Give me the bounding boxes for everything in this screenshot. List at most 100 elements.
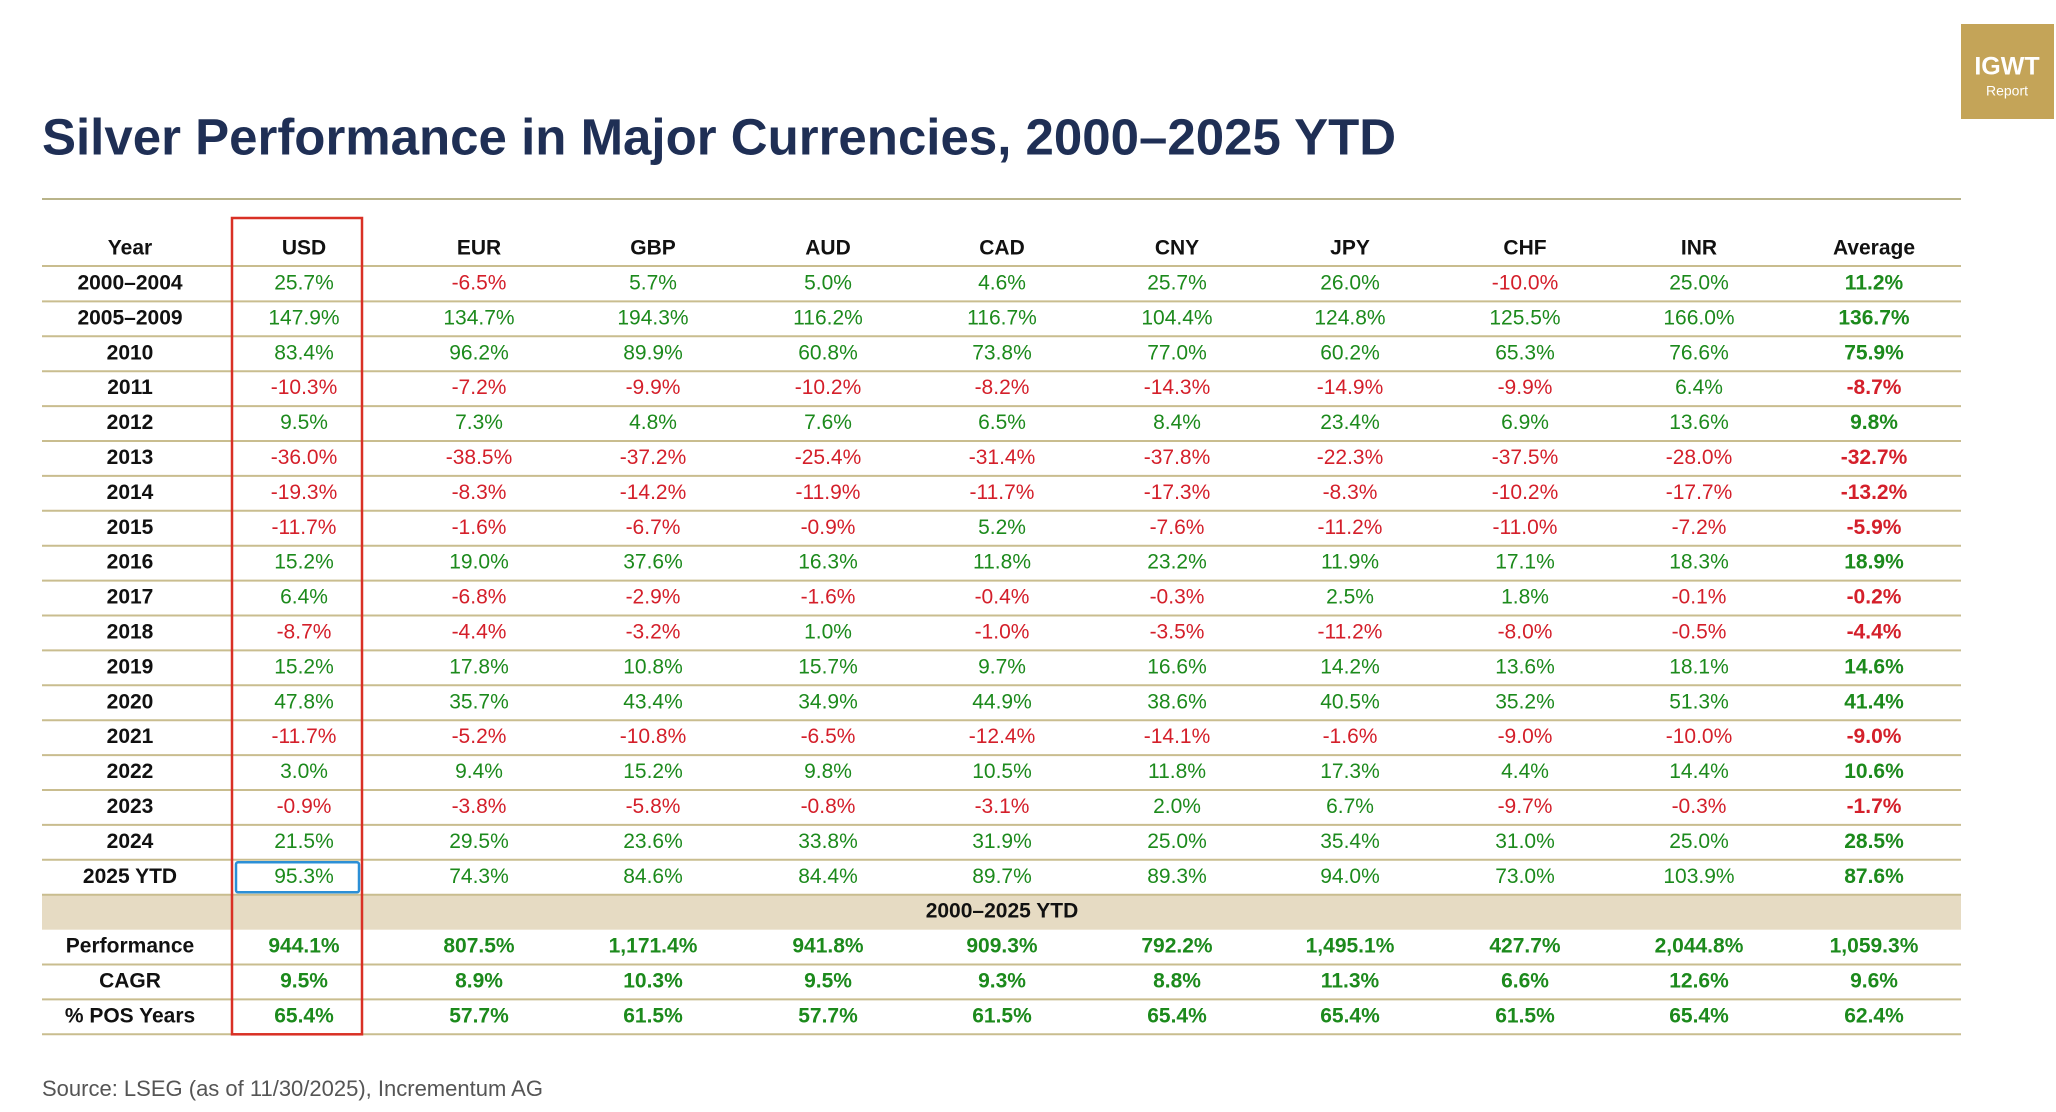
cell-value: 37.6% xyxy=(623,551,683,574)
cell-value: 9.7% xyxy=(978,655,1026,678)
cell-value: -5.8% xyxy=(626,795,681,818)
cell-value: -37.2% xyxy=(620,446,687,469)
cell-value: 84.6% xyxy=(623,865,683,888)
cell-value: 125.5% xyxy=(1489,306,1560,329)
cell-value: 11.8% xyxy=(973,551,1031,574)
cell-value: 9.8% xyxy=(804,760,852,783)
cell-value: -1.6% xyxy=(1323,725,1378,748)
cell-value: 89.9% xyxy=(623,341,683,364)
cell-value: -6.8% xyxy=(452,586,507,609)
column-header: CAD xyxy=(979,237,1025,260)
cell-value: -9.9% xyxy=(1498,376,1553,399)
cell-value: 19.0% xyxy=(449,551,509,574)
row-label: 2011 xyxy=(107,376,153,399)
cell-value: 18.1% xyxy=(1669,655,1729,678)
cell-value: 14.6% xyxy=(1844,655,1904,678)
cell-value: 35.2% xyxy=(1495,690,1555,713)
cell-value: -9.7% xyxy=(1498,795,1553,818)
cell-value: -11.7% xyxy=(970,481,1035,504)
cell-value: -17.3% xyxy=(1144,481,1211,504)
cell-value: 4.8% xyxy=(629,411,677,434)
cell-value: 87.6% xyxy=(1844,865,1904,888)
cell-value: 14.4% xyxy=(1669,760,1729,783)
cell-value: 25.0% xyxy=(1669,830,1729,853)
cell-value: 134.7% xyxy=(443,306,514,329)
cell-value: -0.3% xyxy=(1672,795,1727,818)
cell-value: 73.8% xyxy=(972,341,1032,364)
cell-value: 427.7% xyxy=(1489,935,1561,958)
cell-value: -22.3% xyxy=(1317,446,1384,469)
cell-value: 65.3% xyxy=(1495,341,1555,364)
cell-value: 76.6% xyxy=(1669,341,1729,364)
title: Silver Performance in Major Currencies, … xyxy=(42,108,1396,165)
cell-value: 57.7% xyxy=(798,1004,858,1027)
cell-value: -10.2% xyxy=(1492,481,1559,504)
cell-value: 62.4% xyxy=(1844,1004,1904,1027)
row-label: % POS Years xyxy=(65,1004,195,1027)
cell-value: -5.2% xyxy=(452,725,507,748)
cell-value: 65.4% xyxy=(1669,1004,1729,1027)
cell-value: 26.0% xyxy=(1320,272,1380,295)
cell-value: -4.4% xyxy=(1847,621,1902,644)
column-header: Average xyxy=(1833,237,1915,260)
cell-value: 9.4% xyxy=(455,760,503,783)
cell-value: 44.9% xyxy=(972,690,1032,713)
cell-value: 31.0% xyxy=(1495,830,1555,853)
cell-value: -0.9% xyxy=(277,795,332,818)
cell-value: 10.5% xyxy=(972,760,1032,783)
cell-value: -1.6% xyxy=(452,516,507,539)
cell-value: 1,495.1% xyxy=(1306,935,1395,958)
cell-value: -8.3% xyxy=(452,481,507,504)
cell-value: 9.5% xyxy=(804,970,852,993)
cell-value: -14.3% xyxy=(1144,376,1211,399)
cell-value: 75.9% xyxy=(1844,341,1904,364)
cell-value: 15.2% xyxy=(623,760,683,783)
cell-value: 10.6% xyxy=(1844,760,1904,783)
cell-value: 15.2% xyxy=(274,551,334,574)
cell-value: 11.3% xyxy=(1321,970,1380,993)
cell-value: 31.9% xyxy=(972,830,1032,853)
cell-value: -2.9% xyxy=(626,586,681,609)
row-label: 2014 xyxy=(107,481,154,504)
cell-value: 23.2% xyxy=(1147,551,1207,574)
column-header: USD xyxy=(282,237,326,260)
cell-value: 73.0% xyxy=(1495,865,1555,888)
cell-value: 5.2% xyxy=(978,516,1026,539)
cell-value: -5.9% xyxy=(1847,516,1902,539)
row-label: 2013 xyxy=(107,446,154,469)
cell-value: -1.7% xyxy=(1847,795,1902,818)
cell-value: 9.5% xyxy=(280,970,328,993)
cell-value: 23.4% xyxy=(1320,411,1380,434)
cell-value: 124.8% xyxy=(1314,306,1385,329)
row-label: 2022 xyxy=(107,760,154,783)
cell-value: 13.6% xyxy=(1495,655,1555,678)
cell-value: 47.8% xyxy=(274,690,334,713)
cell-value: -0.5% xyxy=(1672,621,1727,644)
row-label: 2005–2009 xyxy=(77,306,182,329)
cell-value: 9.3% xyxy=(978,970,1026,993)
cell-value: -0.4% xyxy=(975,586,1030,609)
cell-value: -0.3% xyxy=(1150,586,1205,609)
row-label: 2021 xyxy=(107,725,154,748)
cell-value: 74.3% xyxy=(449,865,509,888)
cell-value: -6.5% xyxy=(452,272,507,295)
cell-value: 11.8% xyxy=(1148,760,1206,783)
cell-value: 29.5% xyxy=(449,830,509,853)
cell-value: 61.5% xyxy=(972,1004,1032,1027)
cell-value: -8.7% xyxy=(277,621,332,644)
cell-value: -12.4% xyxy=(969,725,1036,748)
cell-value: 1.8% xyxy=(1501,586,1549,609)
cell-value: -10.0% xyxy=(1666,725,1733,748)
cell-value: 136.7% xyxy=(1838,306,1910,329)
cell-value: -37.5% xyxy=(1492,446,1559,469)
cell-value: -0.2% xyxy=(1847,586,1902,609)
cell-value: 147.9% xyxy=(268,306,339,329)
cell-value: 43.4% xyxy=(623,690,683,713)
cell-value: -11.0% xyxy=(1493,516,1558,539)
cell-value: -1.6% xyxy=(801,586,856,609)
cell-value: 61.5% xyxy=(623,1004,683,1027)
cell-value: 21.5% xyxy=(274,830,334,853)
cell-value: 89.7% xyxy=(972,865,1032,888)
cell-value: -8.2% xyxy=(975,376,1030,399)
